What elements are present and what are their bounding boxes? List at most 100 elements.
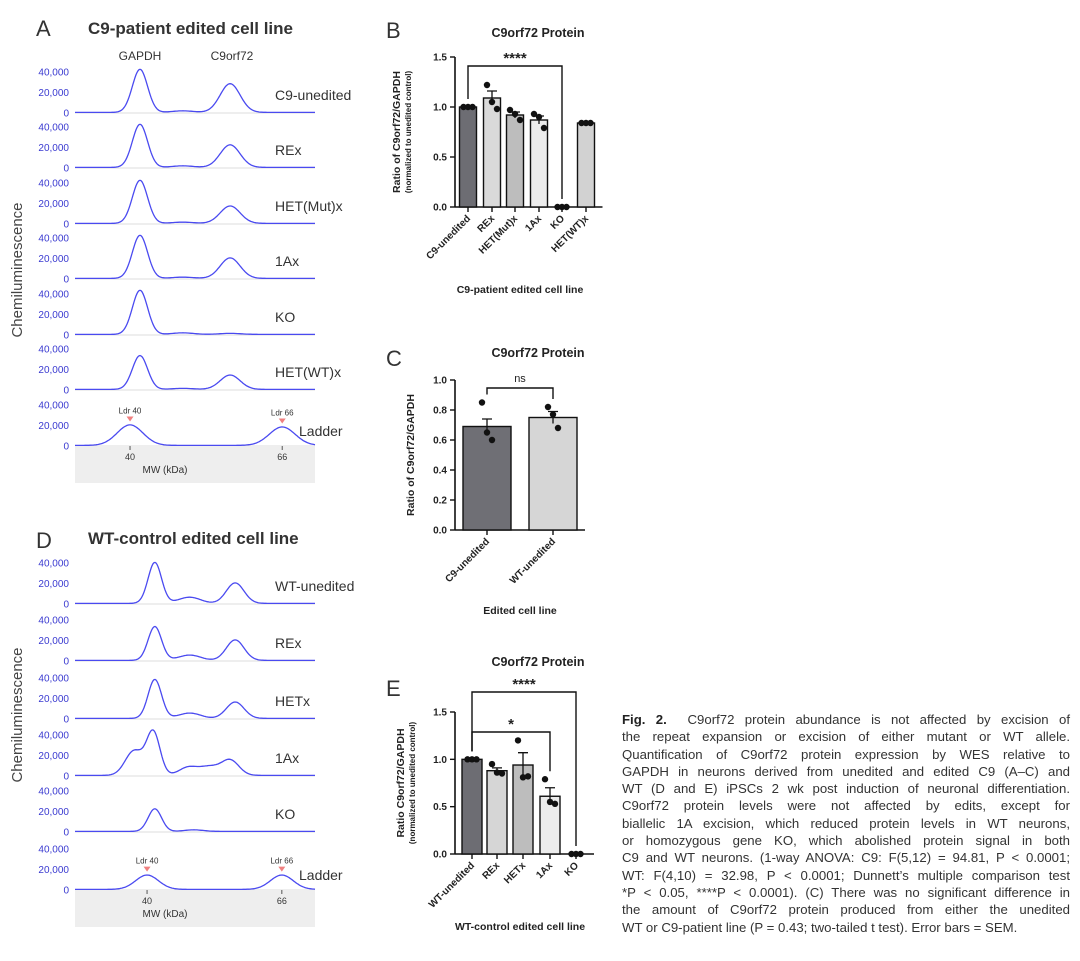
significance-bracket xyxy=(471,731,551,772)
ladder-label: Ldr 66 xyxy=(271,409,294,418)
data-point xyxy=(587,119,594,127)
bar xyxy=(461,758,483,855)
trace-row: 0 20,000 40,000 HET(Mut)x xyxy=(38,179,342,231)
x-axis-title: MW (kDa) xyxy=(143,465,188,476)
trace-line xyxy=(75,561,315,605)
trace-line xyxy=(75,354,315,391)
y-tick-label: 20,000 xyxy=(38,421,69,432)
trace-label: REx xyxy=(275,635,301,651)
y-tick-label: 40,000 xyxy=(38,616,69,627)
y-tick-label: 0 xyxy=(63,220,69,231)
y-tick-label: 40,000 xyxy=(38,234,69,245)
x-tick-label: 40 xyxy=(142,896,152,906)
data-point xyxy=(493,769,501,776)
y-tick-label: 0.0 xyxy=(433,203,447,214)
x-tick-label: C9-unedited xyxy=(424,213,473,262)
y-tick-label: 20,000 xyxy=(38,143,69,154)
caption-line: the repeat expansion or excision of eith… xyxy=(622,729,1070,745)
y-tick-label: 40,000 xyxy=(38,123,69,134)
data-point xyxy=(460,103,467,111)
trace-line xyxy=(75,424,316,447)
x-tick-label: 1Ax xyxy=(534,860,555,881)
caption-line: GAPDH in neurons derived from unedited a… xyxy=(622,763,1070,779)
x-axis-title: Edited cell line xyxy=(483,605,557,617)
ladder-label: Ldr 66 xyxy=(270,857,293,866)
x-tick-label: 1Ax xyxy=(523,213,544,234)
bar xyxy=(576,122,596,208)
trace-label: 1Ax xyxy=(275,253,299,269)
trace-label: KO xyxy=(275,309,295,325)
y-tick-label: 0 xyxy=(63,442,69,453)
trace-row: 0 20,000 40,000 KO xyxy=(38,290,315,342)
data-point xyxy=(519,774,527,781)
caption-line: WT or C9-patient line (P = 0.43; two-tai… xyxy=(622,919,1018,935)
panel-letter-D: D xyxy=(36,528,52,553)
y-tick-label: 0.6 xyxy=(433,436,447,447)
data-point xyxy=(544,403,552,411)
y-tick-label: 0 xyxy=(63,164,69,175)
trace-row: 0 20,000 40,000 C9-unedited xyxy=(38,68,351,120)
y-tick-label: 0.0 xyxy=(433,526,447,537)
trace-row: 0 20,000 40,000 REx xyxy=(38,616,315,668)
y-tick-label: 20,000 xyxy=(38,694,69,705)
caption-line: *P < 0.05, ****P < 0.0001). (C) There wa… xyxy=(622,884,1070,900)
trace-label: HETx xyxy=(275,693,310,709)
x-tick-label: 66 xyxy=(277,452,287,462)
trace-row: 0 20,000 40,000 Ldr 40 40 Ldr 66 66 MW (kDa) Lad… xyxy=(38,401,343,483)
trace-label: HET(Mut)x xyxy=(275,198,343,214)
trace-row: 0 20,000 40,000 HET(WT)x xyxy=(38,345,341,397)
y-tick-label: 40,000 xyxy=(38,401,69,412)
ladder-marker-icon xyxy=(143,866,151,872)
y-tick-label: 0 xyxy=(63,275,69,286)
x-tick-label: 66 xyxy=(277,896,287,906)
panel-title: WT-control edited cell line xyxy=(88,529,299,548)
data-point xyxy=(551,800,559,808)
ladder-marker-icon xyxy=(278,418,286,424)
data-point xyxy=(483,429,491,436)
panel-letter-B: B xyxy=(386,18,401,43)
trace-row: 0 20,000 40,000 HETx xyxy=(38,674,315,726)
bar xyxy=(482,97,502,208)
data-point xyxy=(469,103,476,111)
y-tick-label: 20,000 xyxy=(38,365,69,376)
y-tick-label: 0.2 xyxy=(433,496,447,507)
chart-title: C9orf72 Protein xyxy=(491,655,584,669)
caption-line: Fig. 2. C9orf72 protein abundance is not… xyxy=(622,711,1070,728)
trace-line xyxy=(75,729,315,777)
trace-label: C9-unedited xyxy=(275,87,351,103)
y-tick-label: 1.0 xyxy=(433,103,447,114)
panel-letter-C: C xyxy=(386,346,402,371)
data-point xyxy=(516,116,524,124)
y-tick-label: 40,000 xyxy=(38,845,69,856)
significance-bracket xyxy=(486,387,554,399)
peak-label: GAPDH xyxy=(119,49,162,63)
trace-label: REx xyxy=(275,142,301,158)
y-axis-subtitle: (normalized to unedited control) xyxy=(404,71,413,194)
y-tick-label: 0 xyxy=(63,715,69,726)
caption-line: biallelic 1A excision, which reduced pro… xyxy=(622,815,1070,831)
significance-label: **** xyxy=(503,50,527,67)
x-tick-label: WT-unedited xyxy=(508,536,558,586)
y-tick-label: 0.4 xyxy=(433,466,447,477)
y-tick-label: 1.5 xyxy=(433,53,447,64)
chart-title: C9orf72 Protein xyxy=(491,346,584,360)
y-tick-label: 20,000 xyxy=(38,579,69,590)
data-point xyxy=(535,113,543,121)
caption-line: C9orf72 protein levels were not affected… xyxy=(622,798,1070,814)
bar xyxy=(486,769,508,855)
x-axis-title: MW (kDa) xyxy=(143,909,188,920)
y-tick-label: 20,000 xyxy=(38,751,69,762)
y-tick-label: 20,000 xyxy=(38,254,69,265)
figure-caption: Fig. 2. C9orf72 protein abundance is not… xyxy=(622,711,1070,936)
caption-text: C9orf72 protein abundance is not affecte… xyxy=(687,712,1070,727)
mw-axis-box xyxy=(75,890,315,927)
trace-row: 0 20,000 40,000 1Ax xyxy=(38,729,315,783)
data-point xyxy=(488,760,496,768)
data-point xyxy=(568,850,575,858)
trace-line xyxy=(75,874,316,891)
bar xyxy=(462,425,512,531)
y-axis-title: Chemiluminescence xyxy=(9,647,26,782)
x-axis-title: WT-control edited cell line xyxy=(455,921,585,933)
trace-label: Ladder xyxy=(299,867,343,883)
trace-panel-A: C9-patient edited cell line Chemiluminesc… xyxy=(9,19,351,483)
